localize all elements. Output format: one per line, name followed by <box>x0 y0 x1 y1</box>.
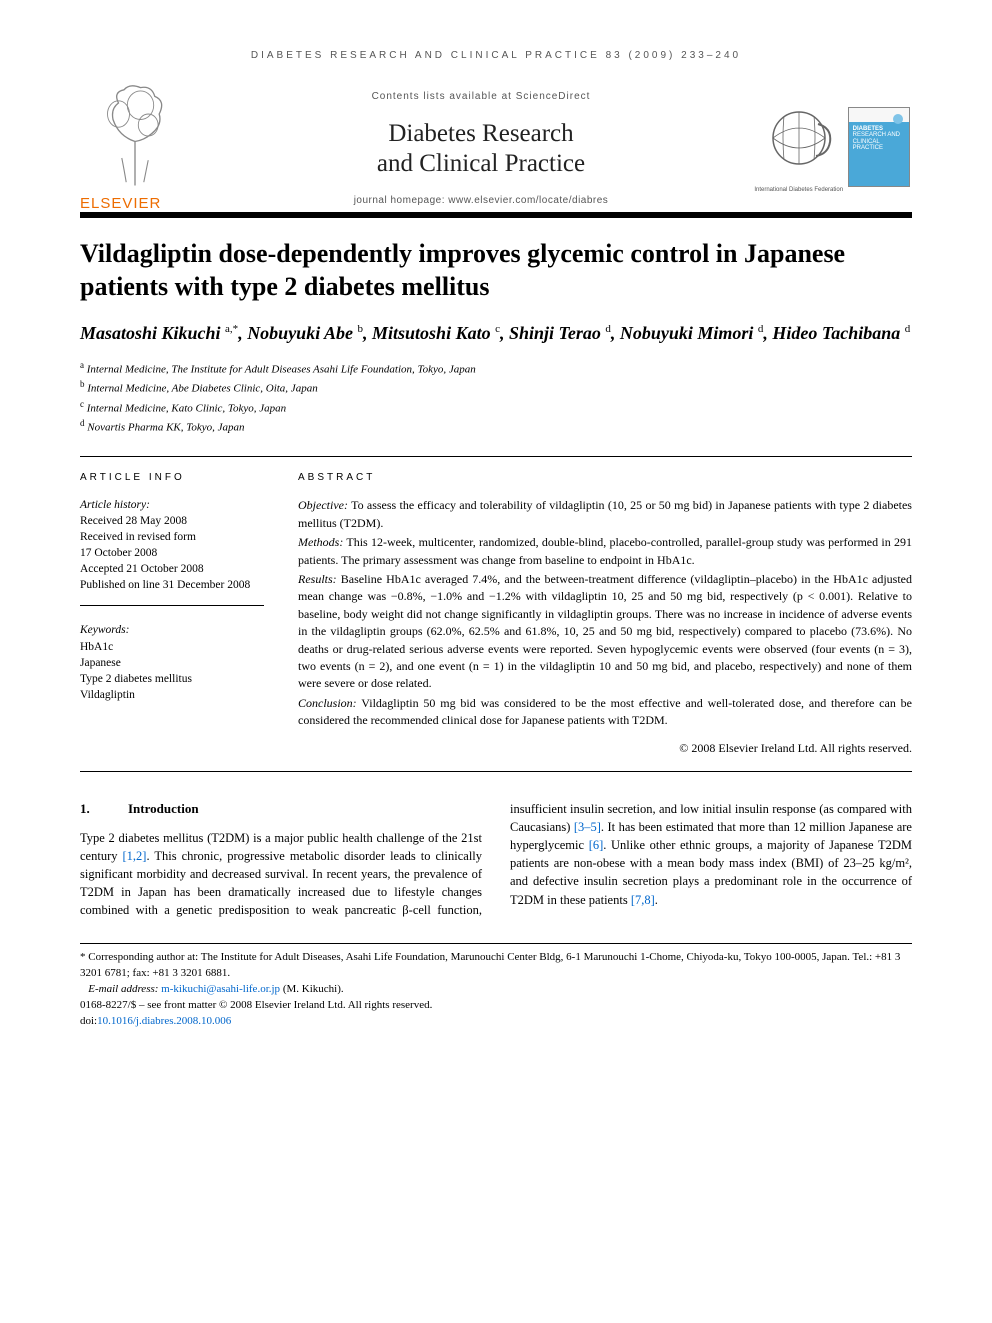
keyword: Vildagliptin <box>80 687 264 703</box>
article-info-head: ARTICLE INFO <box>80 471 264 485</box>
history-published: Published on line 31 December 2008 <box>80 577 264 593</box>
section-title: Introduction <box>128 801 199 816</box>
keyword: HbA1c <box>80 639 264 655</box>
history-revised-l1: Received in revised form <box>80 529 264 545</box>
keyword: Japanese <box>80 655 264 671</box>
abstract-conclusion: Conclusion: Vildagliptin 50 mg bid was c… <box>298 695 912 730</box>
affiliation-b: b Internal Medicine, Abe Diabetes Clinic… <box>80 378 912 397</box>
history-head: Article history: <box>80 497 264 513</box>
masthead-center: Contents lists available at ScienceDirec… <box>210 81 752 212</box>
info-abstract-row: ARTICLE INFO Article history: Received 2… <box>80 456 912 772</box>
publisher-block: ELSEVIER <box>80 81 210 212</box>
abstract-results: Results: Baseline HbA1c averaged 7.4%, a… <box>298 571 912 693</box>
email-line: E-mail address: m-kikuchi@asahi-life.or.… <box>80 982 912 998</box>
idf-block: International Diabetes Federation <box>754 101 843 193</box>
article-history: Article history: Received 28 May 2008 Re… <box>80 497 264 607</box>
journal-name-l1: Diabetes Research <box>388 120 573 147</box>
author-list: Masatoshi Kikuchi a,*, Nobuyuki Abe b, M… <box>80 321 912 345</box>
affiliation-a: a Internal Medicine, The Institute for A… <box>80 359 912 378</box>
abstract-head: ABSTRACT <box>298 471 912 486</box>
keyword: Type 2 diabetes mellitus <box>80 671 264 687</box>
keywords-head: Keywords: <box>80 622 264 638</box>
email-link[interactable]: m-kikuchi@asahi-life.or.jp <box>161 983 280 995</box>
abstract-copyright: © 2008 Elsevier Ireland Ltd. All rights … <box>298 740 912 757</box>
email-attribution: (M. Kikuchi). <box>283 983 344 995</box>
article-info-col: ARTICLE INFO Article history: Received 2… <box>80 457 280 771</box>
running-head: DIABETES RESEARCH AND CLINICAL PRACTICE … <box>80 50 912 61</box>
affiliation-d: d Novartis Pharma KK, Tokyo, Japan <box>80 417 912 436</box>
journal-name-l2: and Clinical Practice <box>377 150 585 177</box>
article-title: Vildagliptin dose-dependently improves g… <box>80 238 912 303</box>
journal-homepage[interactable]: journal homepage: www.elsevier.com/locat… <box>220 195 742 206</box>
affiliations: a Internal Medicine, The Institute for A… <box>80 359 912 436</box>
history-accepted: Accepted 21 October 2008 <box>80 561 264 577</box>
corresponding-author: * Corresponding author at: The Institute… <box>80 950 912 982</box>
cover-dot-icon <box>893 114 903 124</box>
journal-name: Diabetes Research and Clinical Practice <box>220 119 742 179</box>
masthead: ELSEVIER Contents lists available at Sci… <box>80 81 912 218</box>
doi-label: doi: <box>80 1015 97 1027</box>
affiliation-c: c Internal Medicine, Kato Clinic, Tokyo,… <box>80 398 912 417</box>
section-heading: 1.Introduction <box>80 800 482 819</box>
cover-title-l1: DIABETES <box>853 126 883 132</box>
abstract-objective: Objective: To assess the efficacy and to… <box>298 497 912 532</box>
idf-logo-icon <box>764 101 834 181</box>
abstract-col: ABSTRACT Objective: To assess the effica… <box>280 457 912 771</box>
history-received: Received 28 May 2008 <box>80 513 264 529</box>
doi-link[interactable]: 10.1016/j.diabres.2008.10.006 <box>97 1015 231 1027</box>
cover-title-l2: RESEARCH AND <box>853 132 900 138</box>
issn-line: 0168-8227/$ – see front matter © 2008 El… <box>80 998 912 1014</box>
idf-caption: International Diabetes Federation <box>754 187 843 193</box>
masthead-right: International Diabetes Federation DIABET… <box>752 81 912 212</box>
footnotes: * Corresponding author at: The Institute… <box>80 943 912 1030</box>
section-number: 1. <box>80 800 128 819</box>
journal-cover-thumb: DIABETES RESEARCH AND CLINICAL PRACTICE <box>848 107 910 187</box>
history-revised-l2: 17 October 2008 <box>80 545 264 561</box>
email-label: E-mail address: <box>88 983 158 995</box>
publisher-name: ELSEVIER <box>80 195 210 212</box>
page: DIABETES RESEARCH AND CLINICAL PRACTICE … <box>0 0 992 1070</box>
abstract-methods: Methods: This 12-week, multicenter, rand… <box>298 534 912 569</box>
contents-available-line: Contents lists available at ScienceDirec… <box>220 91 742 102</box>
doi-line: doi:10.1016/j.diabres.2008.10.006 <box>80 1014 912 1030</box>
elsevier-tree-icon <box>80 81 190 191</box>
body-text: 1.Introduction Type 2 diabetes mellitus … <box>80 800 912 919</box>
cover-title: DIABETES RESEARCH AND CLINICAL PRACTICE <box>853 126 909 152</box>
cover-title-l3: CLINICAL PRACTICE <box>853 139 883 152</box>
keywords-block: Keywords: HbA1c Japanese Type 2 diabetes… <box>80 622 264 702</box>
